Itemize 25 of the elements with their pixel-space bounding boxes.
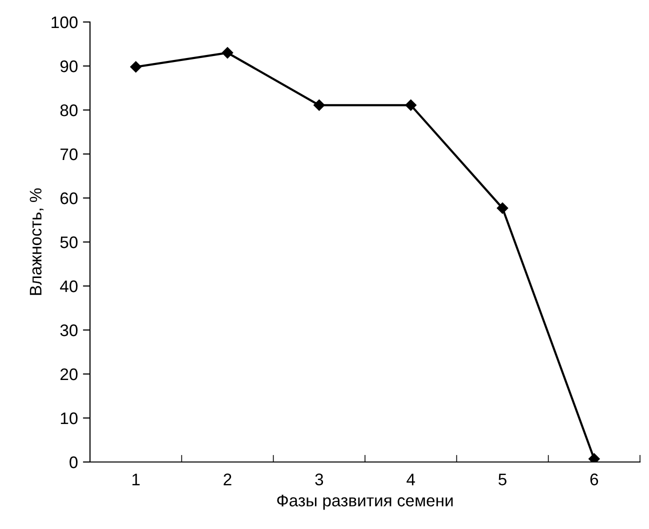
point [588,453,600,462]
point [496,202,508,214]
x-tick-label: 1 [132,474,140,486]
y-tick-label: 30 [60,324,78,336]
point [314,100,325,111]
x-axis-title: Фазы развития семени [277,494,453,510]
x-tick-label: 5 [498,474,506,486]
point [222,47,234,58]
y-tick-label: 50 [60,236,78,248]
point [130,61,142,72]
y-tick-label: 40 [60,280,78,292]
y-axis-title: Влажность, % [30,188,44,295]
y-tick-label: 90 [60,60,78,72]
x-tick-label: 4 [406,474,415,486]
x-tick-label: 3 [315,474,324,486]
y-tick-label: 0 [70,456,78,468]
x-tick-label: 2 [224,474,232,486]
y-tick-label: 10 [60,412,78,424]
y-tick-label: 60 [60,192,78,204]
y-tick-label: 20 [60,368,78,380]
point [405,100,416,111]
y-tick-label: 100 [52,16,78,28]
x-tick-label: 6 [590,474,598,486]
y-tick-label: 80 [60,104,78,116]
y-tick-label: 70 [60,148,78,160]
